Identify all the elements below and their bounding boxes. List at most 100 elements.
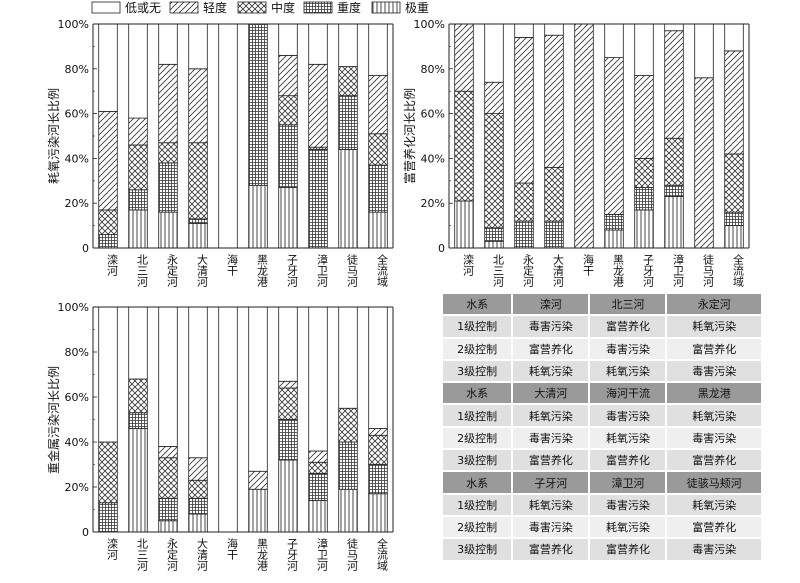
bar-segment — [368, 428, 388, 436]
bar-segment — [278, 23, 298, 56]
bar-segment — [308, 306, 328, 452]
table-cell: 富营养化 — [667, 450, 763, 473]
bar-segment — [724, 211, 744, 227]
bar-segment — [368, 164, 388, 213]
chart-heavy-metal: 0 20% 40% 60% 80% 100% 重金属污染河长比例滦河 北三河 永定河 大清河 海干黑… — [46, 301, 394, 571]
bar-segment — [278, 187, 298, 249]
table-header-cell: 徒骇马颊河 — [667, 472, 763, 495]
bar-segment — [188, 513, 208, 533]
table-row: 2级控制 毒害污染 耗氧污染 富营养化 — [443, 516, 763, 540]
table-row: 2级控制 富营养化 毒害污染 富营养化 — [443, 338, 763, 361]
bar-segment — [338, 23, 358, 67]
bar-segment — [248, 23, 268, 186]
table-header-cell: 水系 — [443, 294, 514, 317]
control-priority-table: 水系 滦河 北三河 永定河 1级控制 毒害污染 富营养化 耗氧污染 2级控制 富营养化 毒害污染 富营… — [443, 294, 763, 562]
bar-segment — [604, 23, 624, 58]
bar-segment — [308, 23, 328, 65]
bar-segment — [158, 23, 178, 65]
x-tick-label: 海干 — [582, 253, 595, 277]
x-tick-label: 北三河 — [136, 538, 149, 571]
table-cell: 富营养化 — [590, 316, 668, 339]
table-header-cell: 水系 — [443, 383, 514, 406]
y-tick-label: 60% — [421, 108, 445, 121]
bar-segment — [514, 23, 534, 38]
legend: 低或无 轻度 中度 重度 极重 — [91, 0, 429, 15]
bar-segment — [368, 493, 388, 533]
x-tick-label: 子牙河 — [642, 254, 655, 287]
x-tick-label: 漳卫河 — [316, 537, 329, 571]
bar-segment — [634, 209, 654, 249]
table-cell: 1级控制 — [443, 316, 514, 339]
y-tick-label: 20% — [65, 481, 89, 494]
bar-segment — [634, 75, 654, 159]
bar-segment — [248, 306, 268, 472]
x-tick-label: 大清河 — [196, 537, 209, 571]
bar-segment — [338, 95, 358, 150]
bar-segment — [368, 23, 388, 76]
x-tick-label: 永定河 — [166, 253, 179, 287]
table-cell: 耗氧污染 — [667, 405, 763, 428]
table-cell: 毒害污染 — [590, 494, 668, 517]
y-tick-label: 100% — [58, 18, 89, 31]
x-tick-label: 子牙河 — [286, 254, 299, 287]
legend-label-medium: 中度 — [271, 0, 295, 15]
bar-segment — [514, 182, 534, 222]
bar-segment — [218, 306, 238, 533]
bar-segment — [338, 407, 358, 443]
bar-segment — [514, 220, 534, 249]
bar-segment — [308, 500, 328, 533]
bar-segment — [724, 153, 744, 213]
y-tick-label: 80% — [65, 63, 89, 76]
bar-segment — [128, 23, 148, 119]
bar-segment — [188, 457, 208, 481]
table-cell: 3级控制 — [443, 539, 514, 562]
x-tick-label: 滦河 — [106, 253, 119, 276]
table-cell: 耗氧污染 — [590, 516, 668, 540]
table-cell: 耗氧污染 — [667, 316, 763, 339]
x-tick-label: 黑龙港 — [612, 254, 625, 287]
table-cell: 毒害污染 — [513, 516, 591, 540]
bar-segment — [128, 209, 148, 249]
table-header-cell: 黑龙港 — [667, 383, 763, 406]
table-header-cell: 北三河 — [590, 294, 668, 317]
bar-segment — [248, 184, 268, 249]
bar-segment — [278, 459, 298, 533]
table-header-cell: 漳卫河 — [590, 472, 668, 495]
bar-segment — [484, 113, 504, 229]
table-header-cell: 滦河 — [513, 294, 591, 317]
table-row: 3级控制 富营养化 富营养化 毒害污染 — [443, 539, 763, 562]
bar-segment — [338, 149, 358, 249]
bar-segment — [454, 90, 474, 202]
bar-segment — [278, 306, 298, 382]
x-tick-label: 全流域 — [376, 537, 389, 571]
y-tick-label: 40% — [421, 152, 445, 165]
bar-segment — [664, 23, 684, 32]
table-cell: 1级控制 — [443, 405, 514, 428]
bar-segment — [158, 457, 178, 499]
x-tick-label: 北三河 — [492, 254, 505, 287]
table-cell: 富营养化 — [590, 450, 668, 473]
table-cell: 毒害污染 — [513, 316, 591, 339]
table-cell: 富营养化 — [667, 516, 763, 540]
bar-segment — [188, 497, 208, 515]
bar-segment — [158, 306, 178, 447]
bar-segment — [664, 196, 684, 249]
bar-segment — [188, 23, 208, 70]
x-tick-label: 徒马河 — [346, 537, 359, 571]
table-header-row: 水系 大清河 海河干流 黑龙港 — [443, 383, 763, 406]
table-cell: 毒害污染 — [667, 539, 763, 562]
bar-segment — [724, 225, 744, 249]
bar-segment — [278, 95, 298, 126]
y-tick-label: 0 — [438, 242, 445, 255]
bar-segment — [278, 380, 298, 389]
legend-label-light: 轻度 — [203, 0, 227, 15]
table-cell: 富营养化 — [513, 338, 591, 361]
table-cell: 耗氧污染 — [667, 494, 763, 517]
table-cell: 1级控制 — [443, 494, 514, 517]
bar-segment — [278, 419, 298, 461]
x-tick-label: 滦河 — [462, 253, 475, 276]
bar-segment — [308, 450, 328, 463]
x-tick-label: 全流域 — [732, 253, 745, 287]
y-axis-label: 重金属污染河长比例 — [46, 366, 61, 474]
